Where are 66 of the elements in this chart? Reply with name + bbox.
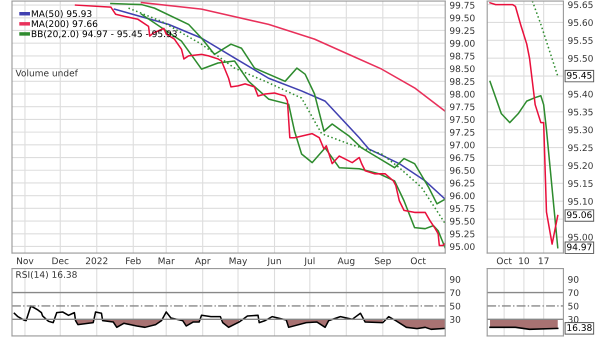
x-tick-label: Dec	[52, 258, 68, 264]
line-series	[14, 305, 446, 330]
y-tick-label: 50	[568, 302, 578, 310]
annotation: 95.45	[567, 72, 592, 79]
y-tick-label: 95.40	[568, 90, 593, 98]
annotation: Volume undef	[16, 69, 78, 76]
y-tick-label: 95.10	[568, 198, 593, 205]
y-tick-label: 95.00	[568, 234, 593, 241]
y-tick-label: 50	[450, 302, 460, 310]
y-tick-label: 95.30	[568, 126, 593, 134]
x-tick-label: 10	[519, 257, 530, 264]
annotation: RSI(14) 16.38	[16, 270, 77, 279]
y-tick-label: 70	[450, 289, 460, 296]
y-tick-label: 95.75	[450, 205, 474, 212]
y-tick-label: 95.25	[568, 144, 593, 152]
y-tick-label: 97.25	[450, 128, 474, 136]
y-tick-label: 95.50	[450, 218, 475, 225]
legend-label: MA(200) 97.66	[32, 20, 98, 28]
y-tick-label: 96.75	[450, 154, 474, 162]
annotation: 94.97	[567, 244, 592, 250]
x-tick-label: Feb	[126, 257, 141, 264]
x-tick-label: Mar	[158, 258, 175, 264]
x-tick-label: Aug	[338, 258, 354, 266]
x-tick-label: Oct	[496, 257, 512, 264]
y-tick-label: 90	[568, 276, 578, 283]
annotation: 95.06	[567, 211, 592, 218]
y-tick-label: 90	[450, 276, 460, 283]
y-tick-label: 95.20	[568, 162, 593, 170]
y-tick-label: 95.35	[568, 108, 593, 116]
y-tick-label: 98.00	[450, 90, 475, 98]
y-tick-label: 98.75	[450, 52, 474, 60]
annotation: 16.38	[567, 324, 592, 332]
y-tick-label: 99.50	[450, 14, 475, 22]
y-tick-label: 97.50	[450, 116, 475, 123]
x-tick-label: 17	[538, 258, 549, 264]
line-series	[489, 80, 559, 248]
legend-label: MA(50) 95.93	[32, 10, 92, 18]
y-tick-label: 95.55	[568, 37, 593, 44]
y-tick-label: 95.00	[450, 243, 475, 250]
y-tick-label: 97.00	[450, 142, 475, 148]
y-tick-label: 95.25	[450, 230, 474, 238]
x-tick-label: Nov	[17, 258, 34, 264]
x-tick-label: Apr	[194, 258, 211, 266]
y-tick-label: 96.00	[450, 192, 475, 200]
x-tick-label: Sep	[374, 257, 391, 266]
x-tick-label: Jul	[304, 257, 314, 266]
y-tick-label: 96.25	[450, 180, 474, 187]
y-tick-label: 98.50	[450, 65, 475, 72]
line-series	[489, 2, 559, 245]
y-tick-label: 95.15	[568, 180, 593, 187]
y-tick-label: 96.50	[450, 166, 475, 174]
y-tick-label: 95.65	[568, 1, 593, 8]
x-tick-label: May	[230, 258, 248, 266]
y-tick-label: 99.75	[450, 2, 474, 9]
y-tick-label: 30	[450, 316, 460, 323]
x-tick-label: Oct	[410, 257, 426, 264]
y-tick-label: 98.25	[450, 78, 474, 85]
line-series	[140, 2, 446, 112]
x-tick-label: 2022	[86, 257, 108, 264]
y-tick-label: 99.25	[450, 27, 474, 34]
y-tick-label: 95.50	[568, 54, 593, 62]
y-tick-label: 99.00	[450, 40, 475, 47]
y-tick-label: 95.60	[568, 19, 593, 26]
y-tick-label: 97.75	[450, 103, 474, 110]
y-tick-label: 70	[568, 289, 578, 296]
x-tick-label: Jun	[266, 258, 281, 266]
